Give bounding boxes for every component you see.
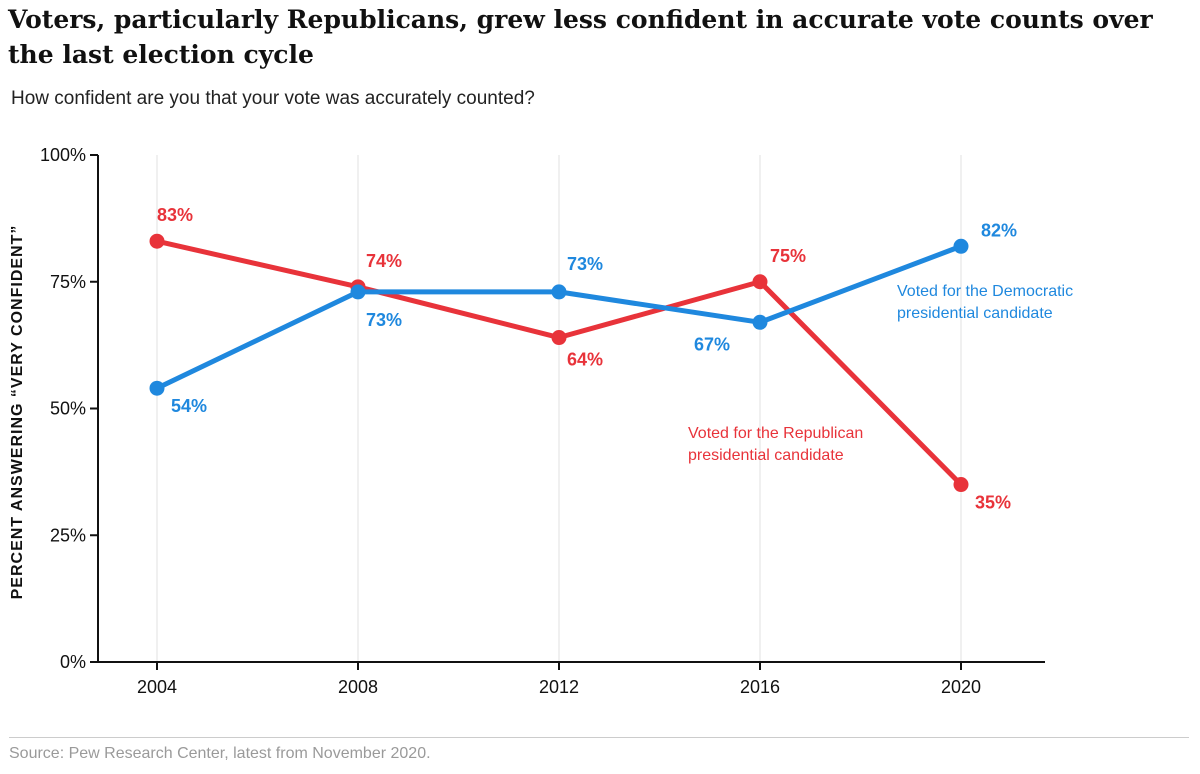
data-point-republican-2012 <box>551 330 567 346</box>
data-label-democratic-2020: 82% <box>981 220 1017 240</box>
series-label-democratic: Voted for the Democratic <box>897 283 1073 300</box>
data-point-republican-2020 <box>953 477 969 493</box>
y-tick-label: 0% <box>60 652 86 672</box>
line-chart: 0% 25% 50% 75% 100% 2004 2008 2012 2016 2020 PERCE… <box>9 145 1073 697</box>
x-tick-label: 2016 <box>740 677 780 697</box>
x-tick-label: 2004 <box>137 677 177 697</box>
x-tick-label: 2008 <box>338 677 378 697</box>
series-label-republican: Voted for the Republican <box>688 425 863 442</box>
data-label-democratic-2008: 73% <box>366 310 402 330</box>
y-axis-title: PERCENT ANSWERING “VERY CONFIDENT” <box>9 225 26 600</box>
x-tick-label: 2020 <box>941 677 981 697</box>
data-point-democratic-2016 <box>752 314 768 330</box>
y-tick-label: 25% <box>50 525 86 545</box>
source-note: Source: Pew Research Center, latest from… <box>9 745 431 762</box>
data-label-democratic-2012: 73% <box>567 254 603 274</box>
data-point-democratic-2004 <box>149 380 165 396</box>
y-tick-label: 50% <box>50 399 86 419</box>
data-point-democratic-2020 <box>953 238 969 254</box>
axes: 0% 25% 50% 75% 100% 2004 2008 2012 2016 2020 PERCE… <box>9 145 1045 697</box>
footer-divider <box>9 737 1189 738</box>
y-tick-label: 75% <box>50 272 86 292</box>
series-label-democratic: presidential candidate <box>897 305 1053 322</box>
data-point-republican-2016 <box>752 274 768 290</box>
data-label-democratic-2016: 67% <box>694 334 730 354</box>
data-label-democratic-2004: 54% <box>171 396 207 416</box>
data-label-republican-2012: 64% <box>567 350 603 370</box>
data-label-republican-2016: 75% <box>770 246 806 266</box>
x-tick-label: 2012 <box>539 677 579 697</box>
gridlines <box>156 155 962 662</box>
data-label-republican-2004: 83% <box>157 205 193 225</box>
data-label-republican-2020: 35% <box>975 493 1011 513</box>
data-point-democratic-2008 <box>350 284 366 300</box>
data-point-democratic-2012 <box>551 284 567 300</box>
chart-subtitle: How confident are you that your vote was… <box>11 88 535 109</box>
series-label-republican: presidential candidate <box>688 447 844 464</box>
series-points <box>149 233 969 493</box>
data-point-republican-2004 <box>149 233 165 249</box>
chart-title: Voters, particularly Republicans, grew l… <box>8 5 1153 69</box>
data-label-republican-2008: 74% <box>366 251 402 271</box>
data-labels: 83% 74% 64% 75% 35% Voted for the Republican p… <box>157 205 1073 512</box>
y-tick-label: 100% <box>40 145 86 165</box>
